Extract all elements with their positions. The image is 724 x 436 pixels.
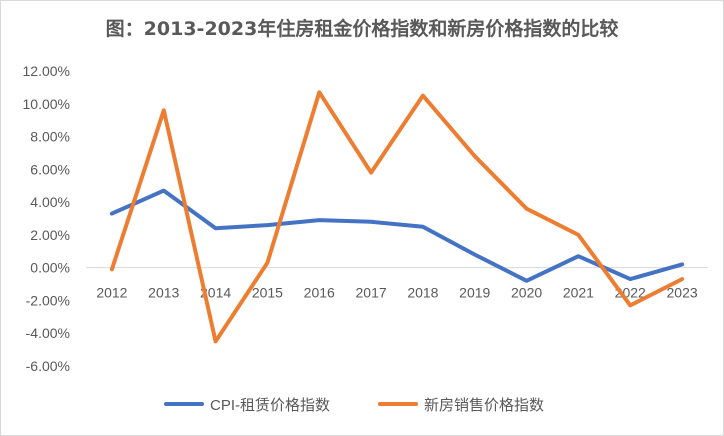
y-tick-label: 4.00% — [30, 194, 70, 210]
x-tick-label: 2020 — [511, 285, 542, 301]
x-tick-label: 2019 — [459, 285, 490, 301]
y-tick-label: 12.00% — [23, 63, 70, 79]
x-tick-label: 2015 — [252, 285, 283, 301]
chart-title: 图：2013-2023年住房租金价格指数和新房价格指数的比较 — [105, 18, 619, 40]
legend: CPI-租赁价格指数 新房销售价格指数 — [164, 397, 544, 414]
y-tick-label: -2.00% — [26, 292, 70, 308]
x-tick-label: 2023 — [667, 285, 698, 301]
x-tick-label: 2013 — [148, 285, 179, 301]
x-tick-label: 2016 — [304, 285, 335, 301]
legend-label: CPI-租赁价格指数 — [210, 397, 330, 414]
legend-label: 新房销售价格指数 — [424, 397, 544, 414]
series-layer — [109, 90, 685, 344]
x-tick-label: 2018 — [407, 285, 438, 301]
y-tick-label: 0.00% — [30, 260, 70, 276]
y-tick-label: 6.00% — [30, 161, 70, 177]
y-tick-label: 2.00% — [30, 227, 70, 243]
series-line-1 — [109, 188, 685, 283]
y-tick-label: -4.00% — [26, 325, 70, 341]
series-line-2 — [109, 90, 685, 344]
x-tick-label: 2014 — [200, 285, 231, 301]
x-tick-label: 2012 — [96, 285, 127, 301]
y-tick-label: -6.00% — [26, 358, 70, 374]
x-tick-label: 2017 — [356, 285, 387, 301]
axis-layer: 12.00% 10.00% 8.00% 6.00% 4.00% 2.00% 0.00% -2.… — [23, 63, 708, 374]
y-tick-label: 8.00% — [30, 129, 70, 145]
x-tick-label: 2021 — [563, 285, 594, 301]
y-tick-label: 10.00% — [23, 96, 70, 112]
